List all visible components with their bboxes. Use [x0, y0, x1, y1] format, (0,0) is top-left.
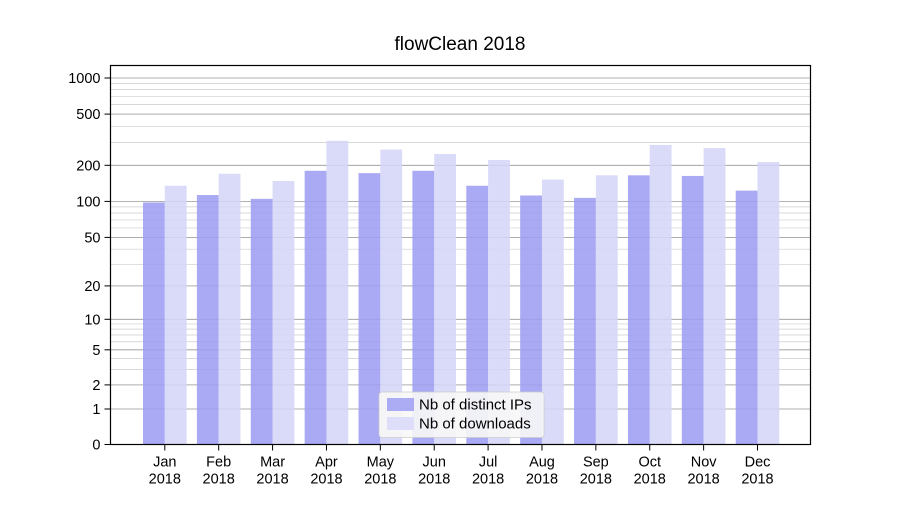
svg-text:20: 20: [84, 279, 100, 295]
svg-text:2018: 2018: [526, 472, 558, 488]
svg-text:100: 100: [76, 194, 100, 210]
svg-text:500: 500: [76, 107, 100, 123]
svg-text:2018: 2018: [741, 472, 773, 488]
svg-text:May: May: [367, 455, 395, 471]
svg-text:2018: 2018: [203, 472, 235, 488]
svg-text:2018: 2018: [256, 472, 288, 488]
svg-text:Jun: Jun: [423, 455, 446, 471]
svg-text:2018: 2018: [687, 472, 719, 488]
svg-text:200: 200: [76, 158, 100, 174]
svg-text:flowClean 2018: flowClean 2018: [395, 34, 526, 55]
svg-text:50: 50: [84, 230, 100, 246]
svg-text:Jan: Jan: [153, 455, 176, 471]
svg-text:2018: 2018: [472, 472, 504, 488]
svg-text:2: 2: [92, 378, 100, 394]
svg-text:2018: 2018: [634, 472, 666, 488]
svg-text:1: 1: [92, 402, 100, 418]
svg-text:Nb of downloads: Nb of downloads: [419, 416, 531, 433]
svg-text:Sep: Sep: [583, 455, 609, 471]
svg-text:Jul: Jul: [479, 455, 498, 471]
svg-text:1000: 1000: [68, 71, 100, 87]
svg-text:2018: 2018: [364, 472, 396, 488]
svg-text:2018: 2018: [580, 472, 612, 488]
svg-text:Nov: Nov: [691, 455, 718, 471]
svg-text:0: 0: [92, 438, 100, 454]
svg-text:Apr: Apr: [315, 455, 338, 471]
svg-text:2018: 2018: [310, 472, 342, 488]
svg-text:Oct: Oct: [638, 455, 661, 471]
svg-text:Feb: Feb: [206, 455, 231, 471]
svg-text:5: 5: [92, 343, 100, 359]
svg-text:2018: 2018: [149, 472, 181, 488]
svg-text:Dec: Dec: [745, 455, 771, 471]
svg-text:2018: 2018: [418, 472, 450, 488]
svg-text:Nb of distinct IPs: Nb of distinct IPs: [419, 397, 532, 414]
svg-text:10: 10: [84, 312, 100, 328]
svg-text:Mar: Mar: [260, 455, 285, 471]
svg-text:Aug: Aug: [529, 455, 555, 471]
